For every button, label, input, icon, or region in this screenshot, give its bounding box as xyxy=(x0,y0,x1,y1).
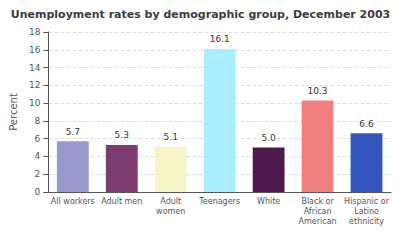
svg-text:16: 16 xyxy=(29,45,41,55)
svg-text:10.3: 10.3 xyxy=(308,86,328,96)
svg-text:5.7: 5.7 xyxy=(66,127,80,137)
svg-text:6: 6 xyxy=(35,134,41,144)
svg-text:Percent: Percent xyxy=(8,93,19,131)
svg-text:ethnicity: ethnicity xyxy=(349,217,384,226)
svg-text:Unemployment rates by demograp: Unemployment rates by demographic group,… xyxy=(11,8,390,21)
svg-text:2: 2 xyxy=(35,169,41,179)
svg-text:6.6: 6.6 xyxy=(359,119,374,129)
svg-text:American: American xyxy=(299,217,337,226)
svg-text:Adult: Adult xyxy=(160,197,181,206)
svg-text:5.3: 5.3 xyxy=(115,130,129,140)
svg-text:Teenagers: Teenagers xyxy=(198,197,240,206)
svg-text:5.1: 5.1 xyxy=(164,132,178,142)
svg-text:4: 4 xyxy=(35,151,41,161)
svg-text:0: 0 xyxy=(35,187,41,197)
svg-text:White: White xyxy=(257,197,280,206)
svg-text:Hispanic or: Hispanic or xyxy=(344,197,390,206)
svg-text:Black or: Black or xyxy=(301,197,334,206)
svg-text:18: 18 xyxy=(29,27,41,37)
svg-text:women: women xyxy=(156,207,185,216)
svg-text:12: 12 xyxy=(29,80,40,90)
svg-text:Adult men: Adult men xyxy=(101,197,142,206)
svg-text:8: 8 xyxy=(35,116,41,126)
svg-text:5.0: 5.0 xyxy=(261,133,276,143)
svg-text:10: 10 xyxy=(29,98,41,108)
svg-text:Latino: Latino xyxy=(354,207,379,216)
svg-text:14: 14 xyxy=(29,63,41,73)
svg-text:African: African xyxy=(304,207,332,216)
svg-text:16.1: 16.1 xyxy=(210,34,230,44)
svg-text:All workers: All workers xyxy=(51,197,95,206)
